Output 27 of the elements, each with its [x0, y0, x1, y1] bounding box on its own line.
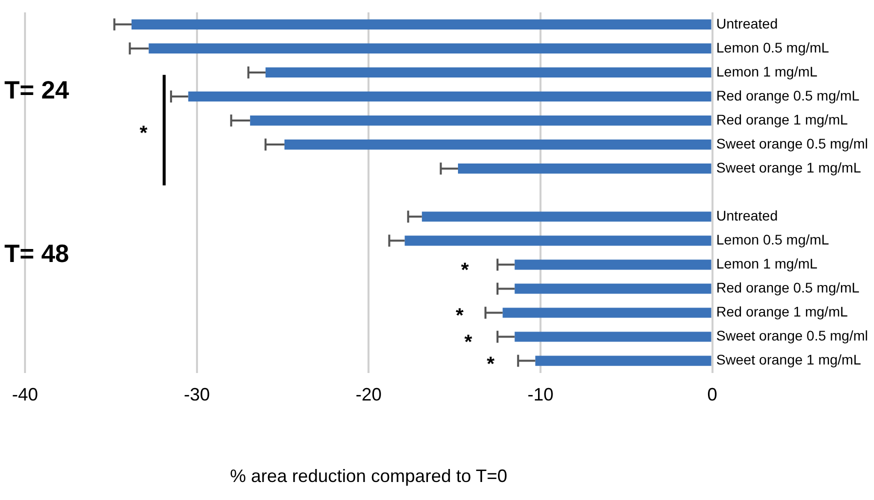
y-tick-label: Lemon 0.5 mg/mL: [716, 39, 830, 56]
annotation: *: [456, 305, 464, 328]
y-tick-label: Sweet orange 0.5 mg/ml: [716, 135, 868, 152]
y-tick-label: Sweet orange 1 mg/mL: [716, 159, 862, 176]
x-tick-label: -40: [12, 384, 38, 405]
y-tick-label: Red orange 1 mg/mL: [716, 304, 848, 320]
y-tick-label: Lemon 1 mg/mL: [716, 63, 818, 80]
x-tick-label: -20: [356, 384, 382, 405]
annotation: *: [464, 332, 472, 354]
annotation: T= 24: [4, 76, 70, 105]
x-tick-label: -10: [527, 384, 554, 405]
annotation: *: [460, 260, 469, 282]
y-tick-label: Red orange 0.5 mg/mL: [716, 87, 860, 104]
y-tick-label: Red orange 1 mg/mL: [716, 111, 848, 128]
annotation: T= 48: [4, 240, 70, 268]
y-tick-label: Red orange 0.5 mg/mL: [716, 280, 860, 296]
x-tick-label: 0: [707, 384, 718, 405]
x-tick-label: -30: [184, 384, 210, 405]
y-tick-label: Sweet orange 1 mg/mL: [716, 352, 862, 368]
annotation: *: [140, 122, 148, 145]
annotation: *: [486, 353, 495, 376]
y-tick-label: Lemon 1 mg/mL: [716, 256, 818, 272]
y-tick-label: Lemon 0.5 mg/mL: [716, 232, 830, 248]
x-axis-title: % area reduction compared to T=0: [230, 466, 508, 486]
y-tick-label: Untreated: [716, 15, 778, 32]
y-tick-label: Sweet orange 0.5 mg/ml: [716, 328, 868, 344]
y-tick-label: Untreated: [716, 207, 778, 224]
